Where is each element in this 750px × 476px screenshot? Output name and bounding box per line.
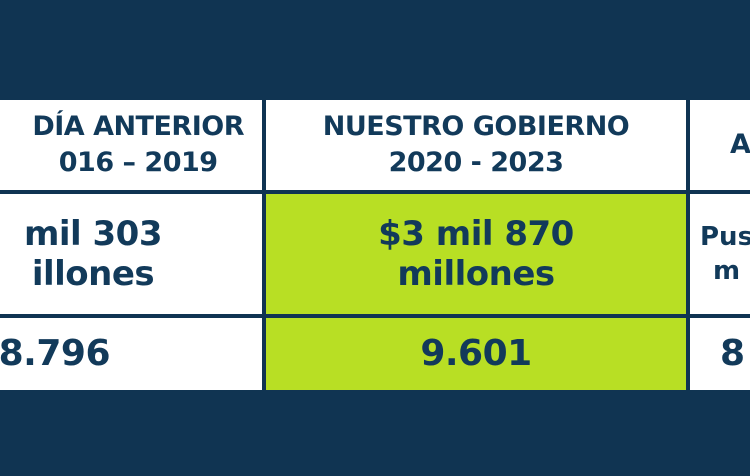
header-previous-period: DÍA ANTERIOR 016 – 2019 — [0, 100, 262, 190]
count-previous-period: 8.796 — [0, 318, 262, 390]
comparison-table: DÍA ANTERIOR 016 – 2019 NUESTRO GOBIERNO… — [0, 100, 750, 390]
header-next-column: A — [690, 100, 750, 190]
amount-previous-period: mil 303 illones — [0, 194, 262, 314]
amount-next-column: Pus m — [690, 194, 750, 314]
count-our-government: 9.601 — [266, 318, 686, 390]
amount-our-government: $3 mil 870 millones — [266, 194, 686, 314]
header-our-government: NUESTRO GOBIERNO 2020 - 2023 — [266, 100, 686, 190]
count-next-column: 8 — [690, 318, 750, 390]
